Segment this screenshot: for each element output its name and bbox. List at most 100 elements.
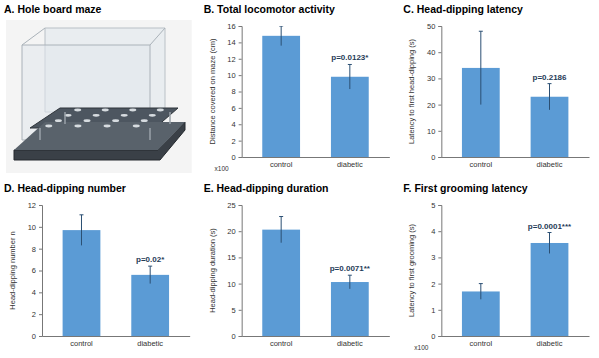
y-tick: 40 bbox=[427, 48, 441, 57]
y-tick: 6 bbox=[32, 266, 42, 275]
y-tick-mark bbox=[239, 75, 242, 76]
p-value-annotation: p=0.0071** bbox=[330, 264, 371, 273]
y-axis: 01020304050 bbox=[427, 22, 442, 162]
y-tick-label: 10 bbox=[227, 280, 235, 289]
chart-panel: C. Head-dipping latency01020304050contro… bbox=[403, 3, 589, 169]
y-tick-label: 12 bbox=[227, 55, 235, 64]
error-bar-cap bbox=[348, 275, 352, 276]
y-tick-label: 20 bbox=[427, 101, 435, 110]
y-axis: 012345 bbox=[431, 201, 442, 341]
chart-panel: E. Head-dipping duration0510152025contro… bbox=[204, 182, 390, 348]
y-multiplier: x100 bbox=[215, 165, 229, 172]
p-value-annotation: p=0.2186 bbox=[532, 73, 567, 82]
panel-a: A. Hole board maze bbox=[4, 3, 192, 173]
y-tick-mark bbox=[39, 336, 42, 337]
base-plate bbox=[14, 122, 185, 160]
x-tick-label: control bbox=[70, 339, 93, 348]
hole bbox=[84, 119, 91, 122]
error-bar-cap bbox=[148, 266, 152, 267]
y-axis: 0246810121416 bbox=[227, 22, 242, 162]
y-tick: 0 bbox=[231, 153, 241, 162]
y-tick-label: 12 bbox=[28, 201, 36, 210]
chart-title: D. Head-dipping number bbox=[4, 182, 126, 194]
y-tick-mark bbox=[39, 227, 42, 228]
leg bbox=[149, 128, 151, 140]
holes bbox=[45, 109, 164, 128]
y-tick-mark bbox=[239, 108, 242, 109]
y-tick-label: 5 bbox=[431, 201, 435, 210]
y-tick-label: 14 bbox=[227, 38, 235, 47]
x-tick-label: diabetic bbox=[537, 339, 563, 348]
y-tick-label: 0 bbox=[431, 153, 435, 162]
y-tick-label: 15 bbox=[227, 253, 235, 262]
image-background bbox=[6, 20, 192, 173]
y-tick-mark bbox=[239, 205, 242, 206]
x-tick-label: control bbox=[270, 160, 293, 169]
y-tick-label: 8 bbox=[32, 245, 36, 254]
y-tick: 20 bbox=[427, 101, 441, 110]
hole bbox=[149, 114, 156, 117]
plot-area bbox=[462, 31, 568, 157]
hole bbox=[104, 125, 111, 128]
x-tick: control bbox=[270, 157, 293, 169]
y-tick: 12 bbox=[28, 201, 42, 210]
y-tick-label: 10 bbox=[227, 71, 235, 80]
hole bbox=[121, 114, 128, 117]
error-bar-stem bbox=[480, 284, 481, 300]
leg bbox=[169, 112, 171, 124]
y-tick-label: 10 bbox=[427, 127, 435, 136]
plot-area bbox=[462, 233, 568, 336]
y-tick: 1 bbox=[431, 306, 441, 315]
y-tick-mark bbox=[239, 42, 242, 43]
y-tick: 2 bbox=[231, 137, 241, 146]
chart-panel: B. Total locomotor activity0246810121416… bbox=[204, 3, 390, 172]
y-tick-mark bbox=[239, 257, 242, 258]
y-tick: 0 bbox=[431, 332, 441, 341]
p-value-annotation: p=0.0123* bbox=[331, 53, 369, 62]
leg bbox=[39, 128, 41, 140]
y-tick: 4 bbox=[32, 288, 42, 297]
error-bar bbox=[348, 64, 352, 89]
x-tick: diabetic bbox=[337, 336, 363, 348]
error-bar-stem bbox=[349, 64, 350, 89]
base-top bbox=[14, 122, 185, 150]
error-bar bbox=[79, 215, 83, 246]
y-tick: 4 bbox=[231, 120, 241, 129]
x-axis-line bbox=[242, 157, 390, 158]
error-bar-stem bbox=[549, 233, 550, 254]
y-tick-label: 4 bbox=[32, 288, 36, 297]
error-bar-cap bbox=[548, 83, 552, 84]
error-bar bbox=[548, 233, 552, 254]
error-bar-stem bbox=[81, 215, 82, 246]
error-bar bbox=[348, 275, 352, 289]
y-tick: 3 bbox=[431, 253, 441, 262]
y-tick-label: 0 bbox=[231, 332, 235, 341]
x-axis-line bbox=[442, 157, 590, 158]
y-tick: 25 bbox=[227, 201, 241, 210]
error-bar-cap bbox=[479, 283, 483, 284]
bar bbox=[531, 243, 569, 336]
x-axis-line bbox=[442, 336, 590, 337]
hole bbox=[102, 109, 109, 112]
y-tick-mark bbox=[239, 141, 242, 142]
y-tick-label: 3 bbox=[431, 253, 435, 262]
y-tick: 15 bbox=[227, 253, 241, 262]
y-tick-mark bbox=[239, 92, 242, 93]
error-bar-stem bbox=[281, 217, 282, 243]
chart-title: B. Total locomotor activity bbox=[204, 3, 335, 15]
y-tick: 2 bbox=[431, 280, 441, 289]
bar bbox=[262, 230, 300, 336]
y-tick: 16 bbox=[227, 22, 241, 31]
y-tick-mark bbox=[438, 205, 441, 206]
plot-area bbox=[63, 215, 169, 336]
x-tick: control bbox=[470, 336, 493, 348]
y-tick-label: 25 bbox=[227, 201, 235, 210]
y-tick-mark bbox=[239, 231, 242, 232]
y-axis-title: Latency to first head-dipping (s) bbox=[407, 38, 416, 144]
y-tick-label: 20 bbox=[227, 227, 235, 236]
y-tick-mark bbox=[438, 284, 441, 285]
y-tick-label: 40 bbox=[427, 48, 435, 57]
chart-title: C. Head-dipping latency bbox=[403, 3, 523, 15]
y-tick: 2 bbox=[32, 310, 42, 319]
y-tick-label: 1 bbox=[431, 306, 435, 315]
